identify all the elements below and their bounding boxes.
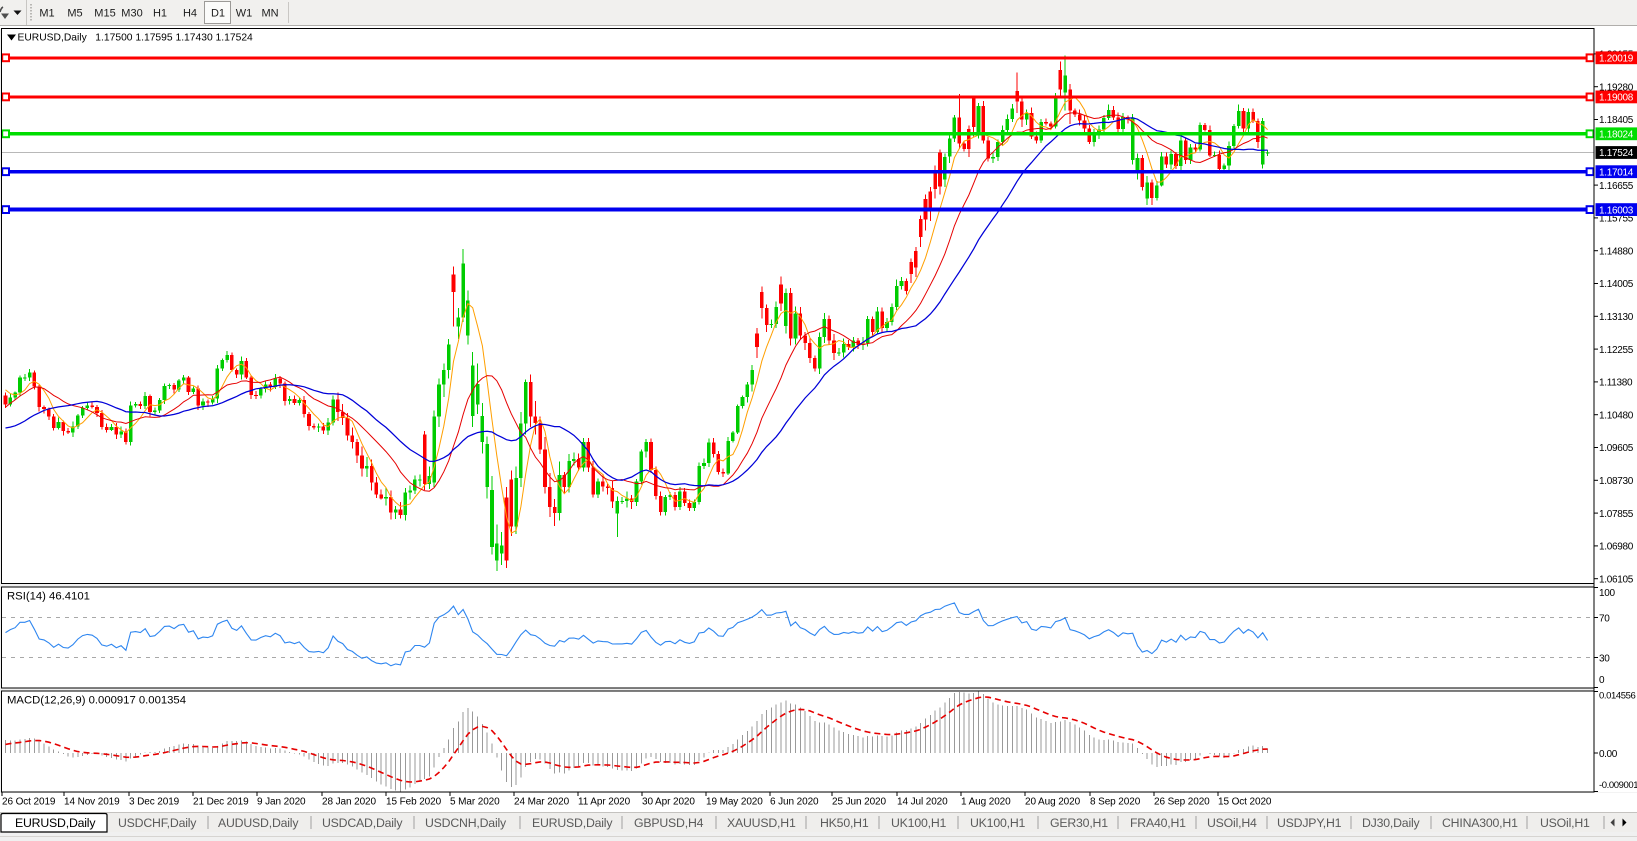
svg-text:-0.009001: -0.009001	[1599, 780, 1637, 791]
svg-text:0.00: 0.00	[1599, 749, 1618, 760]
svg-text:DJ30,Daily: DJ30,Daily	[1362, 816, 1421, 830]
svg-text:30: 30	[1599, 653, 1610, 664]
svg-text:USOil,H1: USOil,H1	[1540, 816, 1590, 830]
svg-text:M30: M30	[121, 8, 142, 20]
svg-text:1.06105: 1.06105	[1599, 574, 1634, 585]
svg-text:M1: M1	[39, 8, 54, 20]
svg-text:9 Jan 2020: 9 Jan 2020	[257, 797, 306, 808]
svg-text:6 Jun 2020: 6 Jun 2020	[770, 797, 819, 808]
svg-text:USOil,H4: USOil,H4	[1207, 816, 1257, 830]
svg-text:19 May 2020: 19 May 2020	[706, 797, 763, 808]
svg-text:1.13130: 1.13130	[1599, 312, 1634, 323]
svg-text:21 Dec 2019: 21 Dec 2019	[193, 797, 249, 808]
svg-text:1.07855: 1.07855	[1599, 509, 1634, 520]
svg-text:1.16003: 1.16003	[1599, 205, 1634, 216]
svg-text:USDJPY,H1: USDJPY,H1	[1277, 816, 1342, 830]
svg-text:14 Jul 2020: 14 Jul 2020	[897, 797, 948, 808]
svg-text:100: 100	[1599, 588, 1616, 599]
svg-text:30 Apr 2020: 30 Apr 2020	[642, 797, 695, 808]
svg-text:1.15755: 1.15755	[1599, 214, 1634, 225]
svg-text:H1: H1	[153, 8, 167, 20]
svg-text:1.16655: 1.16655	[1599, 181, 1634, 192]
svg-text:1.17524: 1.17524	[1599, 148, 1634, 159]
svg-text:USDCAD,Daily: USDCAD,Daily	[322, 816, 403, 830]
svg-text:1.06980: 1.06980	[1599, 542, 1634, 553]
svg-text:M15: M15	[94, 8, 115, 20]
svg-text:0: 0	[1599, 675, 1605, 686]
svg-text:M5: M5	[67, 8, 82, 20]
svg-text:FRA40,H1: FRA40,H1	[1130, 816, 1186, 830]
svg-text:1.18024: 1.18024	[1599, 130, 1634, 141]
svg-text:CHINA300,H1: CHINA300,H1	[1442, 816, 1518, 830]
svg-text:1.17014: 1.17014	[1599, 167, 1634, 178]
svg-text:1.14880: 1.14880	[1599, 246, 1634, 257]
svg-text:1.09605: 1.09605	[1599, 443, 1634, 454]
svg-text:D1: D1	[211, 8, 225, 20]
svg-text:1.19008: 1.19008	[1599, 93, 1634, 104]
svg-text:14 Nov 2019: 14 Nov 2019	[64, 797, 120, 808]
svg-text:26 Oct 2019: 26 Oct 2019	[2, 797, 56, 808]
svg-text:MN: MN	[261, 8, 278, 20]
svg-text:25 Jun 2020: 25 Jun 2020	[832, 797, 886, 808]
svg-text:1.08730: 1.08730	[1599, 476, 1634, 487]
svg-text:5 Mar 2020: 5 Mar 2020	[450, 797, 500, 808]
svg-text:26 Sep 2020: 26 Sep 2020	[1154, 797, 1210, 808]
svg-text:W1: W1	[236, 8, 253, 20]
svg-text:70: 70	[1599, 613, 1610, 624]
svg-text:24 Mar 2020: 24 Mar 2020	[514, 797, 570, 808]
svg-text:11 Apr 2020: 11 Apr 2020	[578, 797, 631, 808]
svg-text:EURUSD,Daily: EURUSD,Daily	[532, 816, 613, 830]
svg-text:XAUUSD,H1: XAUUSD,H1	[727, 816, 796, 830]
svg-text:3 Dec 2019: 3 Dec 2019	[129, 797, 180, 808]
svg-text:USDCNH,Daily: USDCNH,Daily	[425, 816, 507, 830]
svg-text:15 Feb 2020: 15 Feb 2020	[386, 797, 442, 808]
svg-text:UK100,H1: UK100,H1	[970, 816, 1025, 830]
svg-text:1.10480: 1.10480	[1599, 410, 1634, 421]
svg-text:1.11380: 1.11380	[1599, 378, 1633, 389]
svg-text:15 Oct 2020: 15 Oct 2020	[1218, 797, 1272, 808]
svg-text:USDCHF,Daily: USDCHF,Daily	[118, 816, 197, 830]
svg-text:0.014556: 0.014556	[1599, 691, 1636, 702]
svg-text:1.18405: 1.18405	[1599, 115, 1634, 126]
svg-text:AUDUSD,Daily: AUDUSD,Daily	[218, 816, 299, 830]
svg-text:1.14005: 1.14005	[1599, 279, 1634, 290]
svg-text:1.12255: 1.12255	[1599, 345, 1634, 356]
svg-text:EURUSD,Daily: EURUSD,Daily	[15, 816, 96, 830]
svg-text:H4: H4	[183, 8, 197, 20]
svg-text:UK100,H1: UK100,H1	[891, 816, 946, 830]
svg-text:8 Sep 2020: 8 Sep 2020	[1090, 797, 1141, 808]
svg-text:1.20019: 1.20019	[1599, 54, 1634, 65]
svg-text:28 Jan 2020: 28 Jan 2020	[322, 797, 376, 808]
svg-text:20 Aug 2020: 20 Aug 2020	[1025, 797, 1081, 808]
svg-text:GER30,H1: GER30,H1	[1050, 816, 1108, 830]
svg-text:1 Aug 2020: 1 Aug 2020	[961, 797, 1011, 808]
svg-text:HK50,H1: HK50,H1	[820, 816, 869, 830]
svg-text:EURUSD,Daily 1.17500 1.17595: EURUSD,Daily 1.17500 1.17595 1.17430 1.1…	[18, 33, 254, 44]
svg-text:RSI(14) 46.4101: RSI(14) 46.4101	[7, 591, 90, 603]
svg-text:1.19280: 1.19280	[1599, 82, 1634, 93]
svg-text:MACD(12,26,9) 0.000917 0.00135: MACD(12,26,9) 0.000917 0.001354	[7, 695, 186, 707]
svg-text:GBPUSD,H4: GBPUSD,H4	[634, 816, 704, 830]
